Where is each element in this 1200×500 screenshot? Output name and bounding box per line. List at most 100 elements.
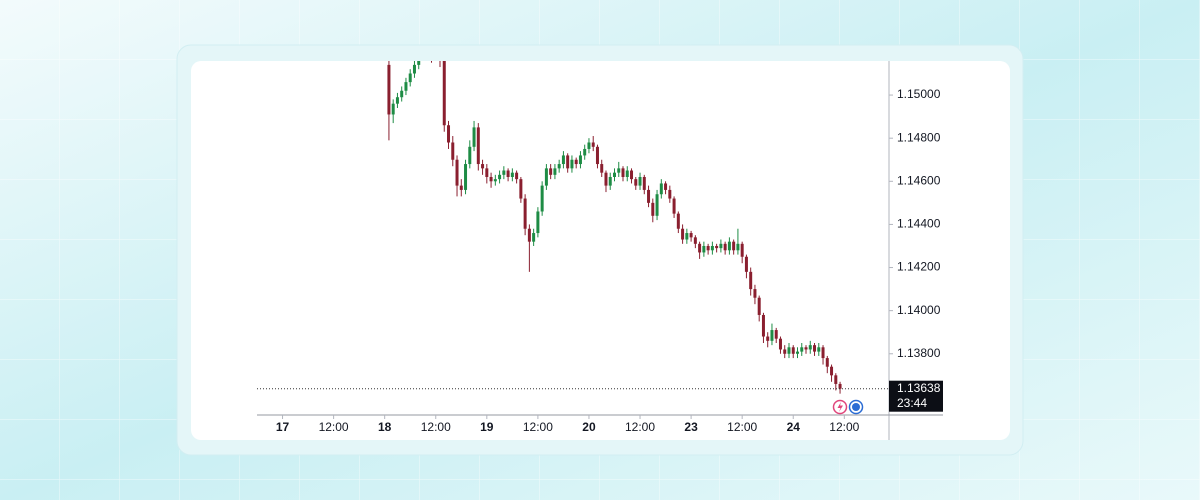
candle-body xyxy=(638,176,642,186)
x-tick-label: 24 xyxy=(787,420,801,434)
candle-body xyxy=(583,148,587,156)
candle-body xyxy=(451,142,455,160)
candle-body xyxy=(417,61,421,65)
candle-body xyxy=(770,330,774,341)
candle-body xyxy=(442,61,446,126)
candle-body xyxy=(672,198,676,214)
candle-body xyxy=(817,347,821,352)
candle-body xyxy=(553,168,557,175)
candle-body xyxy=(532,233,536,242)
candle-body xyxy=(778,338,782,350)
candle-body xyxy=(476,127,480,165)
candle-body xyxy=(659,183,663,195)
chart-panel xyxy=(191,61,1010,440)
candle-body xyxy=(587,142,591,149)
candle-body xyxy=(668,189,672,199)
candle-body xyxy=(604,172,608,186)
event-icon-bolt xyxy=(837,402,843,412)
candle-body xyxy=(481,164,485,169)
y-tick-label: 1.14400 xyxy=(897,217,941,231)
candle-body xyxy=(519,179,523,199)
candle-body xyxy=(795,351,799,354)
candle-body xyxy=(621,168,625,177)
candle-body xyxy=(549,168,553,175)
x-tick-label: 12:00 xyxy=(421,420,451,434)
candle-body xyxy=(591,142,595,147)
candle-body xyxy=(715,245,719,249)
news-icon-dot xyxy=(852,403,860,411)
candle-body xyxy=(834,375,838,384)
candle-body xyxy=(408,73,412,83)
candle-body xyxy=(557,164,561,169)
y-tick-label: 1.14600 xyxy=(897,173,941,187)
candle-body xyxy=(506,170,510,177)
candle-body xyxy=(502,170,506,175)
candle-body xyxy=(693,237,697,244)
candle-body xyxy=(395,97,399,104)
candle-body xyxy=(527,228,531,242)
candle-body xyxy=(634,179,638,186)
candle-body xyxy=(651,202,655,216)
candle-body xyxy=(702,245,706,253)
candle-body xyxy=(783,349,787,354)
candle-body xyxy=(753,289,757,298)
candle-body xyxy=(723,243,727,251)
candle-body xyxy=(566,155,570,169)
candle-body xyxy=(689,233,693,238)
candle-body xyxy=(706,245,710,251)
candle-body xyxy=(676,213,680,229)
candle-body xyxy=(761,314,765,337)
candle-body xyxy=(642,176,646,190)
candle-body xyxy=(838,383,842,389)
candle-body xyxy=(472,127,476,147)
candle-body xyxy=(468,146,472,165)
candle-body xyxy=(808,345,812,350)
candle-body xyxy=(404,82,408,91)
candle-body xyxy=(391,103,395,115)
candle-body xyxy=(464,164,468,190)
candle-body xyxy=(412,64,416,74)
candle-body xyxy=(813,345,817,352)
candle-body xyxy=(455,159,459,186)
candle-body xyxy=(727,241,731,251)
candle-body xyxy=(685,233,689,240)
indicator-icons xyxy=(832,399,864,415)
y-tick-label: 1.14000 xyxy=(897,303,941,317)
x-tick-label: 12:00 xyxy=(523,420,553,434)
candle-body xyxy=(774,330,778,339)
x-tick-label: 19 xyxy=(480,420,494,434)
candle-body xyxy=(719,243,723,249)
x-tick-label: 12:00 xyxy=(727,420,757,434)
candle-body xyxy=(536,211,540,234)
candle-body xyxy=(595,146,599,165)
y-tick-label: 1.14200 xyxy=(897,260,941,274)
last-price-label: 1.13638 xyxy=(897,381,941,395)
candle-body xyxy=(732,241,736,251)
y-tick-label: 1.15000 xyxy=(897,87,941,101)
candle-body xyxy=(791,347,795,354)
x-tick-label: 17 xyxy=(276,420,290,434)
x-tick-label: 23 xyxy=(684,420,698,434)
candle-body xyxy=(540,185,544,212)
candle-body xyxy=(787,347,791,354)
candle-body xyxy=(523,198,527,229)
candle-body xyxy=(766,336,770,341)
candle-body xyxy=(387,64,391,115)
countdown-label: 23:44 xyxy=(897,396,927,410)
candle-body xyxy=(574,159,578,165)
candle-body xyxy=(510,172,514,177)
candle-body xyxy=(736,243,740,251)
candle-body xyxy=(570,159,574,169)
candle-body xyxy=(664,183,668,190)
candle-body xyxy=(655,194,659,216)
candle-body xyxy=(681,228,685,240)
candle-body xyxy=(804,347,808,350)
candle-body xyxy=(578,155,582,165)
candle-body xyxy=(608,176,612,186)
y-tick-label: 1.14800 xyxy=(897,130,941,144)
candle-body xyxy=(561,155,565,165)
candle-body xyxy=(515,172,519,180)
candle-body xyxy=(493,179,497,182)
candle-body xyxy=(749,271,753,290)
candle-body xyxy=(625,170,629,177)
